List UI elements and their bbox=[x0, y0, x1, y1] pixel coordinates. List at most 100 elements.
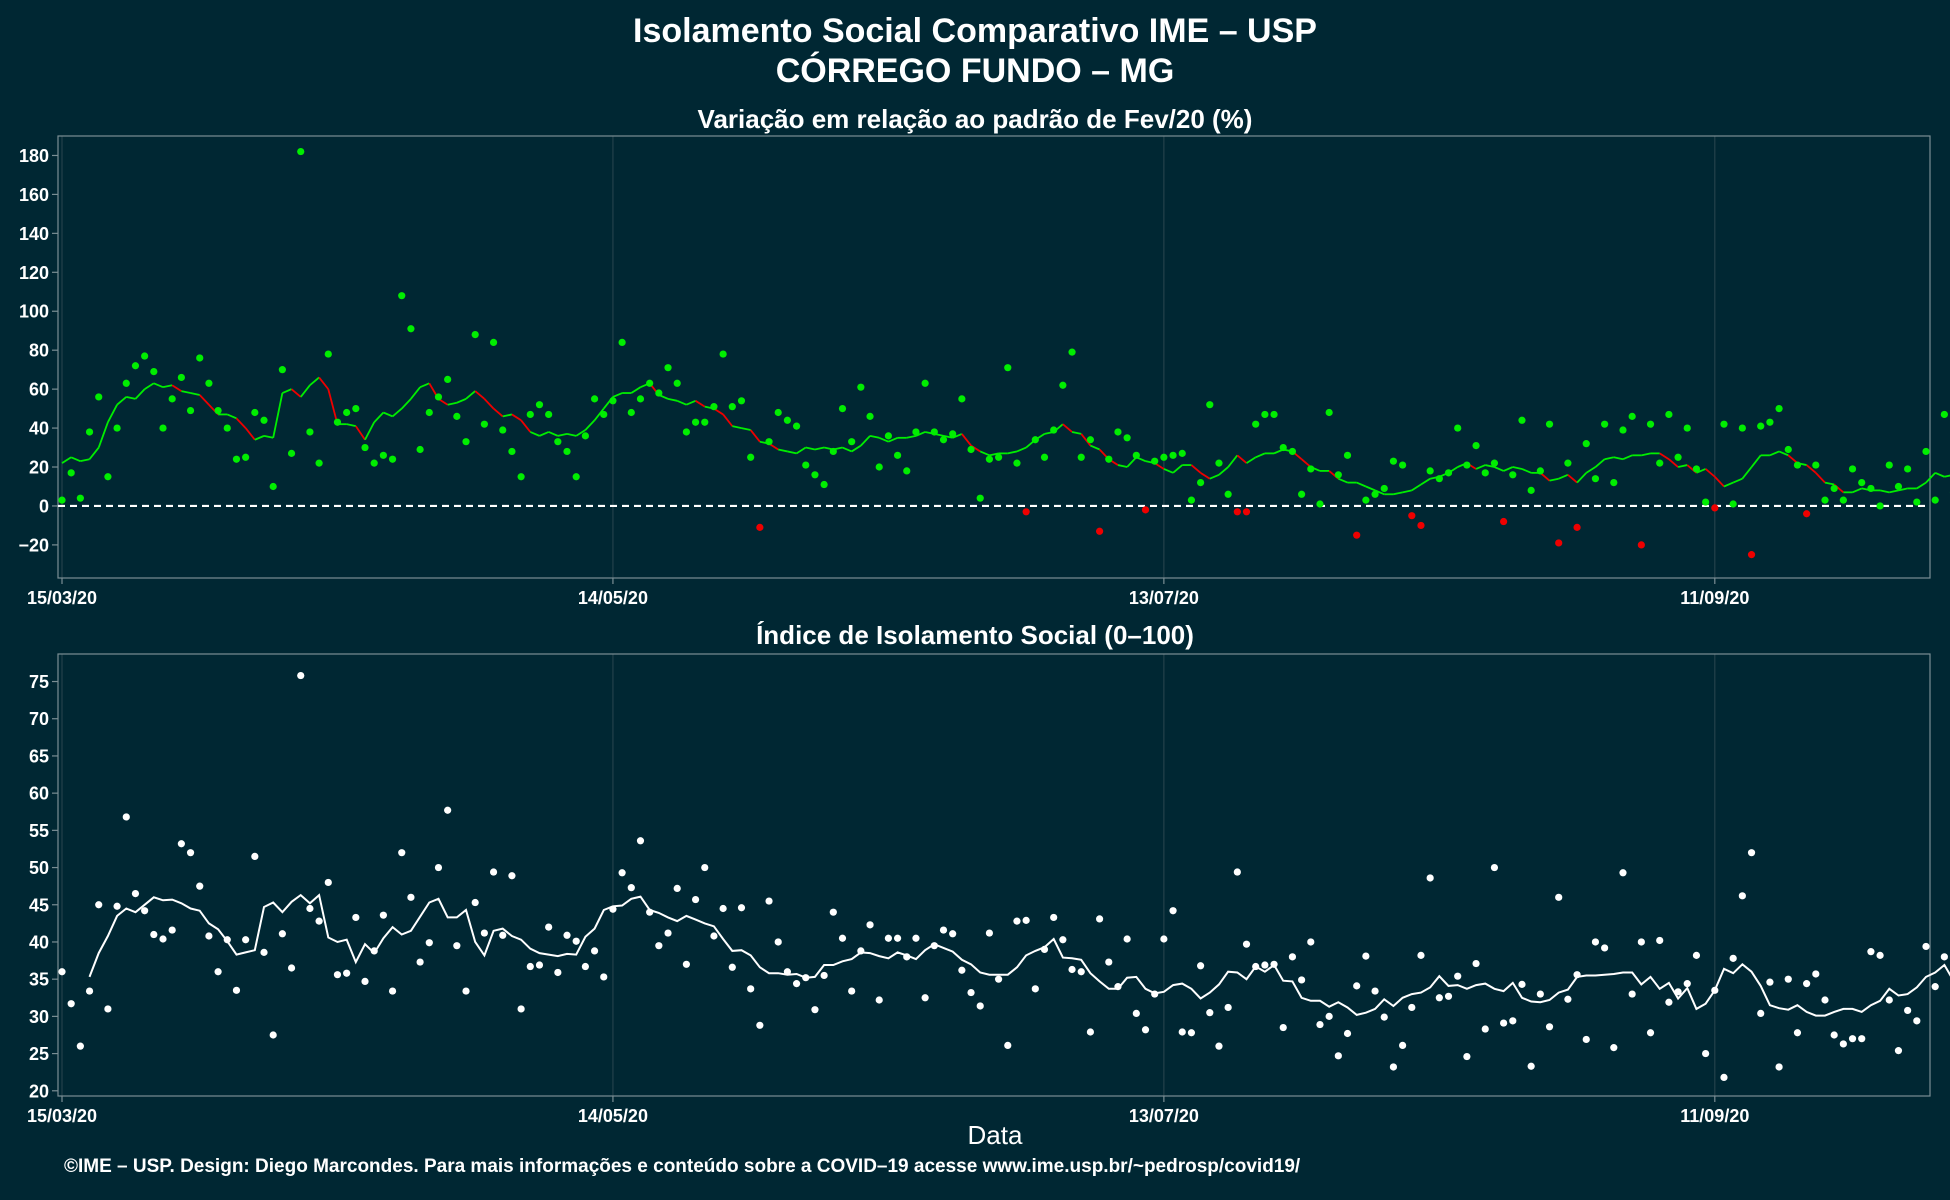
idx-point-125 bbox=[1206, 1009, 1214, 1017]
var-ma-segment-128 bbox=[1236, 454, 1248, 464]
idx-point-100 bbox=[976, 1002, 984, 1010]
var-ma-segment-29 bbox=[327, 388, 339, 425]
idx-point-80 bbox=[792, 980, 801, 988]
idx-point-21 bbox=[251, 852, 259, 860]
var-point-202 bbox=[1913, 498, 1921, 506]
idx-point-88 bbox=[866, 921, 874, 929]
idx-point-142 bbox=[1362, 952, 1370, 960]
idx-point-87 bbox=[857, 947, 865, 955]
var-ma-segment-60 bbox=[612, 392, 623, 398]
var-ma-segment-51 bbox=[529, 431, 540, 437]
idx-point-195 bbox=[1848, 1035, 1857, 1043]
var-point-173 bbox=[1646, 420, 1655, 428]
var-point-59 bbox=[600, 410, 608, 419]
var-ma-segment-68 bbox=[686, 399, 696, 406]
var-ytick-label-2: 20 bbox=[29, 458, 49, 478]
idx-point-95 bbox=[930, 942, 938, 950]
var-ytick-label-0: −20 bbox=[18, 535, 49, 555]
var-ma-segment-202 bbox=[1916, 481, 1927, 490]
var-point-97 bbox=[949, 430, 957, 438]
var-point-12 bbox=[168, 395, 176, 403]
idx-point-127 bbox=[1224, 1003, 1232, 1012]
var-point-57 bbox=[581, 432, 589, 440]
idx-point-69 bbox=[691, 895, 700, 904]
idx-point-32 bbox=[352, 913, 360, 922]
idx-point-110 bbox=[1068, 965, 1076, 974]
idx-point-13 bbox=[177, 840, 185, 848]
idx-point-158 bbox=[1509, 1017, 1517, 1025]
idx-point-147 bbox=[1408, 1003, 1416, 1012]
idx-point-74 bbox=[737, 904, 746, 912]
var-point-111 bbox=[1077, 453, 1085, 461]
idx-point-191 bbox=[1812, 970, 1820, 978]
idx-plot-border bbox=[57, 653, 1931, 1097]
var-ma-segment-48 bbox=[502, 413, 513, 418]
idx-ytick-label-2: 30 bbox=[29, 1007, 49, 1027]
var-ma-segment-57 bbox=[584, 419, 596, 431]
idx-point-187 bbox=[1775, 1063, 1783, 1071]
idx-point-46 bbox=[480, 929, 488, 937]
var-point-6 bbox=[113, 424, 121, 432]
idx-point-172 bbox=[1637, 938, 1645, 946]
var-ma-segment-191 bbox=[1815, 472, 1826, 484]
idx-point-155 bbox=[1481, 1025, 1489, 1033]
var-point-101 bbox=[985, 455, 994, 463]
var-point-186 bbox=[1766, 418, 1774, 426]
var-point-66 bbox=[664, 364, 672, 372]
var-point-69 bbox=[691, 418, 700, 426]
idx-point-174 bbox=[1656, 936, 1664, 945]
var-point-161 bbox=[1536, 467, 1544, 475]
var-point-96 bbox=[939, 436, 948, 444]
var-point-144 bbox=[1380, 484, 1388, 493]
idx-point-72 bbox=[719, 904, 727, 913]
panel1-title: Variação em relação ao padrão de Fev/20 … bbox=[697, 104, 1253, 134]
var-point-153 bbox=[1463, 461, 1471, 469]
var-point-8 bbox=[131, 362, 140, 370]
var-ma-segment-169 bbox=[1613, 456, 1624, 461]
idx-point-19 bbox=[232, 986, 241, 994]
var-ma-segment-8 bbox=[134, 388, 146, 400]
idx-point-6 bbox=[113, 902, 121, 910]
var-point-47 bbox=[489, 338, 498, 346]
idx-point-41 bbox=[434, 863, 443, 872]
var-point-53 bbox=[545, 410, 553, 419]
idx-point-130 bbox=[1252, 962, 1260, 971]
idx-point-169 bbox=[1610, 1044, 1618, 1052]
var-point-200 bbox=[1894, 482, 1903, 491]
var-ma-segment-26 bbox=[300, 384, 311, 398]
idx-point-167 bbox=[1591, 938, 1600, 946]
var-point-175 bbox=[1665, 410, 1673, 419]
var-point-118 bbox=[1141, 506, 1150, 514]
var-point-79 bbox=[783, 416, 791, 424]
var-ma-segment-14 bbox=[190, 392, 200, 396]
idx-point-108 bbox=[1050, 913, 1058, 922]
idx-point-102 bbox=[994, 975, 1003, 983]
idx-point-106 bbox=[1031, 985, 1039, 993]
idx-point-53 bbox=[545, 923, 553, 931]
var-point-150 bbox=[1435, 475, 1443, 483]
var-ma-segment-2 bbox=[80, 458, 90, 463]
var-point-166 bbox=[1582, 440, 1590, 448]
var-ma-segment-180 bbox=[1714, 476, 1725, 488]
var-ma-segment-163 bbox=[1558, 473, 1569, 480]
var-point-112 bbox=[1086, 436, 1095, 444]
idx-point-140 bbox=[1343, 1029, 1352, 1038]
var-ma-segment-79 bbox=[787, 450, 797, 455]
idx-point-152 bbox=[1454, 972, 1462, 980]
var-point-80 bbox=[792, 422, 801, 430]
idx-ytick-label-8: 60 bbox=[29, 784, 49, 804]
var-ma-segment-0 bbox=[61, 456, 72, 464]
idx-point-189 bbox=[1793, 1029, 1802, 1037]
var-point-184 bbox=[1747, 551, 1756, 559]
var-point-169 bbox=[1610, 478, 1618, 487]
var-ma-segment-88 bbox=[869, 434, 880, 439]
var-point-103 bbox=[1004, 364, 1012, 372]
var-ma-segment-182 bbox=[1732, 477, 1743, 484]
var-ma-segment-46 bbox=[483, 398, 495, 410]
var-ma-segment-66 bbox=[667, 397, 678, 402]
var-point-148 bbox=[1417, 521, 1425, 530]
var-point-100 bbox=[976, 494, 984, 502]
var-point-99 bbox=[967, 445, 975, 454]
var-point-24 bbox=[278, 366, 286, 374]
